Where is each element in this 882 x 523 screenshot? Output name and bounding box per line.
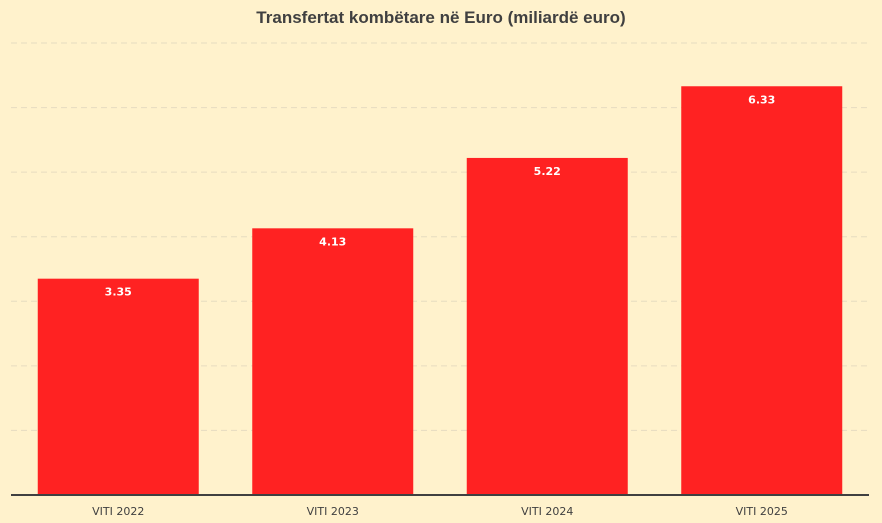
bar-viti-2023 xyxy=(252,228,414,495)
x-tick-label: VITI 2024 xyxy=(521,505,573,518)
bar-viti-2024 xyxy=(466,157,628,496)
data-label: 3.35 xyxy=(105,286,132,299)
data-label: 6.33 xyxy=(748,93,775,106)
chart-title: Transfertat kombëtare në Euro (miliardë … xyxy=(256,8,626,27)
data-label: 4.13 xyxy=(319,235,346,248)
bar-viti-2025 xyxy=(681,86,843,496)
x-tick-label: VITI 2025 xyxy=(736,505,788,518)
x-tick-label: VITI 2023 xyxy=(307,505,359,518)
bar-viti-2022 xyxy=(37,278,199,495)
data-label: 5.22 xyxy=(534,165,561,178)
x-tick-label: VITI 2022 xyxy=(92,505,144,518)
